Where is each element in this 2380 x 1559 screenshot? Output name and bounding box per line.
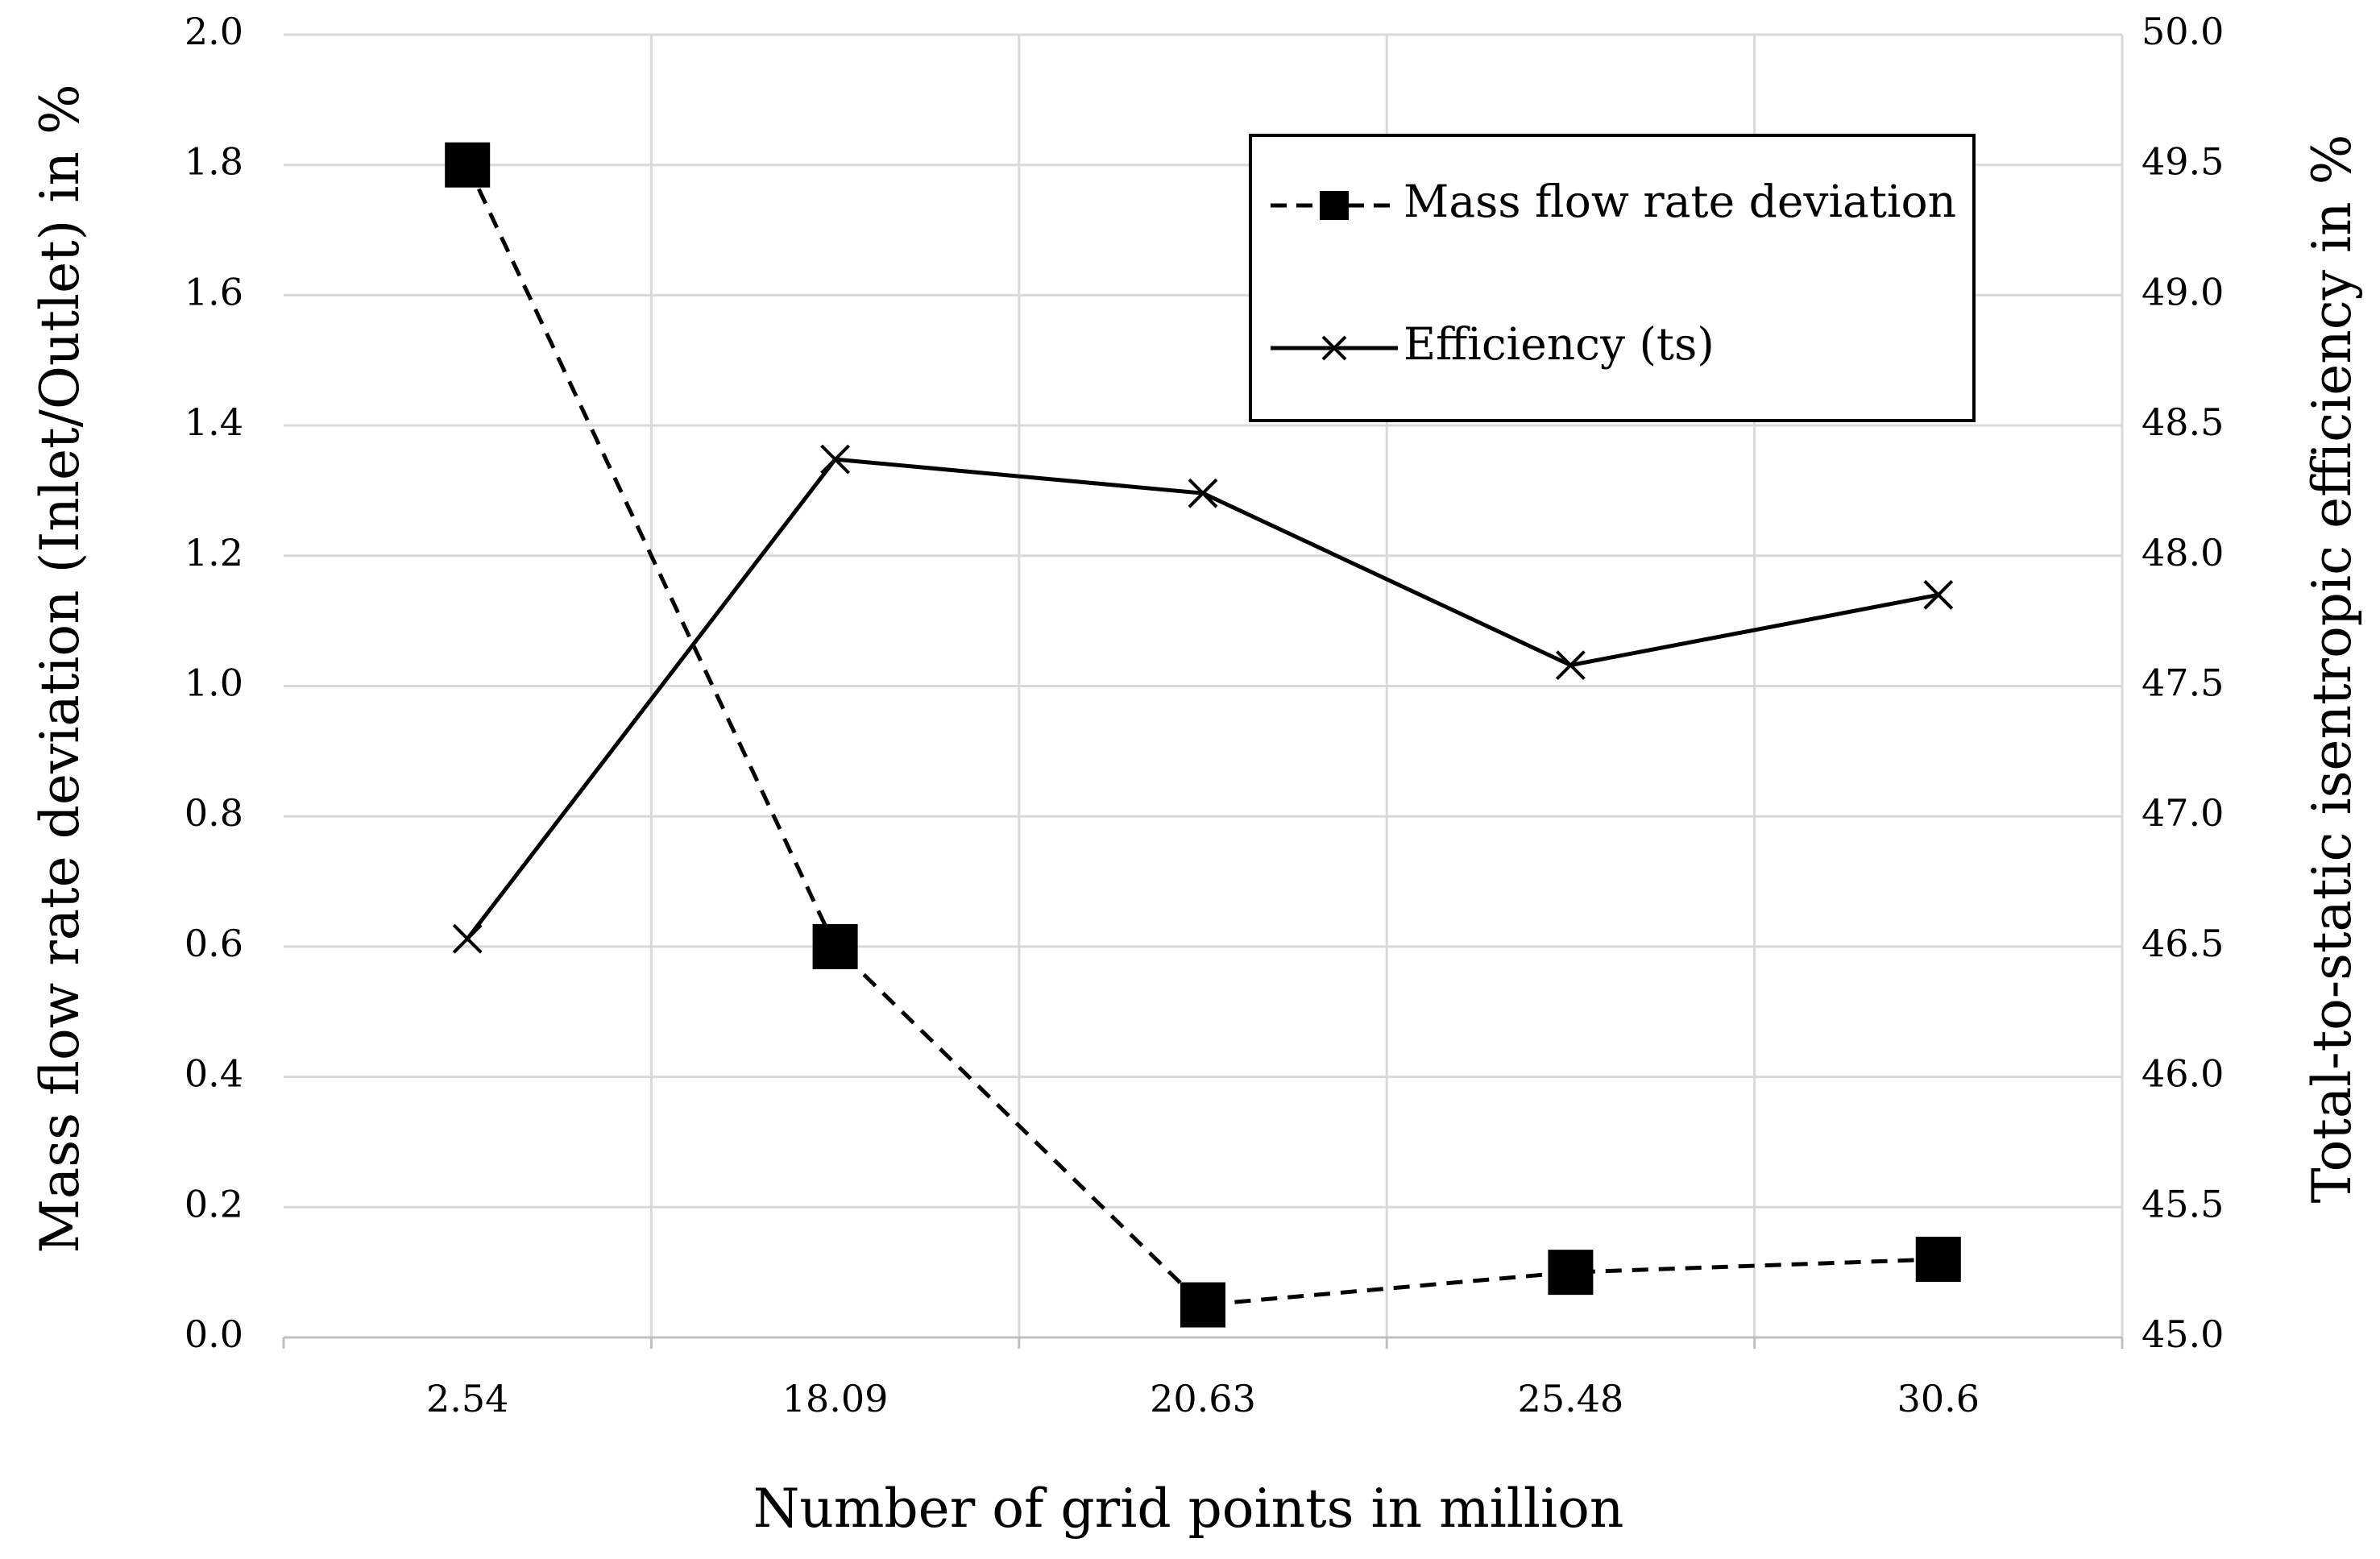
y-left-tick-label: 1.0	[185, 661, 243, 705]
x-tick-label: 20.63	[1150, 1377, 1256, 1420]
mass-flow-line	[465, 164, 1938, 1308]
mass-flow-point	[445, 142, 491, 188]
data-series	[445, 142, 1961, 1328]
y-right-tick-label: 47.5	[2142, 661, 2224, 705]
y-left-tick-label: 0.2	[185, 1182, 243, 1225]
x-tick-label: 2.54	[426, 1377, 508, 1420]
y-axis-right-title: Total-to-static isentropic efficiency in…	[2301, 135, 2363, 1204]
legend-mass-flow-marker	[1320, 191, 1349, 220]
legend-efficiency-label: Efficiency (ts)	[1404, 318, 1715, 370]
mass-flow-point	[1915, 1236, 1961, 1282]
efficiency-point	[1555, 650, 1586, 681]
legend-box	[1249, 134, 1976, 422]
y-left-tick-label: 2.0	[185, 10, 243, 53]
y-axis-left-title: Mass flow rate deviation (Inlet/Outlet) …	[29, 84, 91, 1253]
y-left-tick-label: 0.4	[185, 1052, 243, 1096]
x-tick-label: 30.6	[1897, 1377, 1980, 1420]
efficiency-point	[820, 444, 851, 475]
mass-flow-point	[1548, 1250, 1594, 1296]
efficiency-point	[1188, 478, 1218, 508]
axes	[282, 1336, 2124, 1349]
legend-efficiency-marker	[1321, 335, 1347, 361]
legend-mass-flow-label: Mass flow rate deviation	[1404, 176, 1956, 227]
y-right-tick-label: 47.0	[2142, 791, 2224, 835]
y-left-tick-label: 1.6	[185, 270, 243, 313]
y-left-tick-label: 0.6	[185, 922, 243, 965]
y-left-tick-label: 1.8	[185, 140, 243, 184]
y-right-tick-label: 48.0	[2142, 531, 2224, 574]
y-right-tick-label: 48.5	[2142, 400, 2224, 444]
x-axis-title: Number of grid points in million	[753, 1478, 1624, 1540]
tick-labels: 0.0 0.2 0.4 0.6 0.8 1.0 1.2 1.4 1.6 1.8 2.0 45.0 45.…	[185, 10, 2225, 1420]
y-right-tick-label: 50.0	[2142, 10, 2224, 53]
y-left-tick-label: 0.8	[185, 791, 243, 835]
y-left-tick-label: 1.2	[185, 531, 243, 574]
y-left-tick-label: 0.0	[185, 1312, 243, 1356]
mass-flow-point	[812, 923, 858, 969]
y-right-tick-label: 45.0	[2142, 1312, 2224, 1356]
y-right-tick-label: 46.0	[2142, 1052, 2224, 1096]
y-left-tick-label: 1.4	[185, 400, 243, 444]
efficiency-line	[466, 457, 1939, 940]
efficiency-point	[452, 923, 483, 954]
x-tick-label: 25.48	[1518, 1377, 1624, 1420]
x-tick-label: 18.09	[782, 1377, 889, 1420]
y-right-tick-label: 49.5	[2142, 140, 2224, 184]
efficiency-point	[1923, 579, 1954, 610]
y-right-tick-label: 45.5	[2142, 1182, 2224, 1225]
y-right-tick-label: 46.5	[2142, 922, 2224, 965]
y-right-tick-label: 49.0	[2142, 270, 2224, 313]
gridlines	[284, 33, 2124, 1337]
legend: Mass flow rate deviation Efficiency (ts)	[1249, 134, 1976, 422]
mass-flow-point	[1180, 1282, 1225, 1328]
